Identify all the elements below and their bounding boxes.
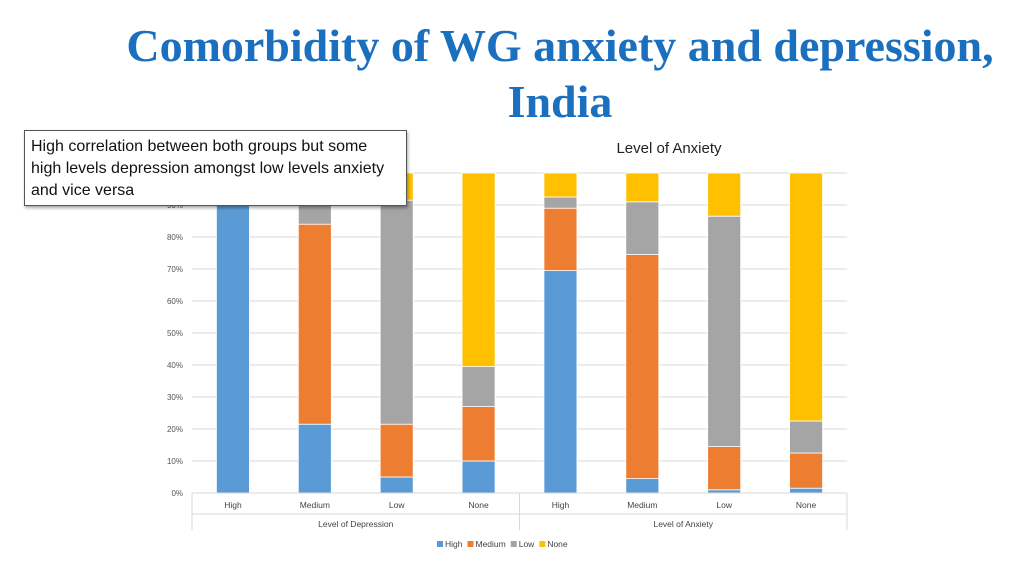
bar-segment-low <box>379 199 414 425</box>
bar-segment-none <box>707 172 742 217</box>
x-category-label: Low <box>716 500 732 510</box>
y-tick-label: 70% <box>167 265 183 274</box>
y-axis-ticks: 0%10%20%30%40%50%60%70%80%90%100% <box>163 169 183 498</box>
legend-label-high: High <box>445 539 463 549</box>
y-tick-label: 30% <box>167 393 183 402</box>
x-category-label: None <box>468 500 489 510</box>
x-group-label: Level of Depression <box>318 519 393 529</box>
y-tick-label: 10% <box>167 457 183 466</box>
bar-segment-none <box>789 172 823 422</box>
x-category-label: Medium <box>300 500 330 510</box>
bar-segment-medium <box>297 223 332 425</box>
x-category-label: High <box>224 500 242 510</box>
y-tick-label: 20% <box>167 425 183 434</box>
legend: High Medium Low None <box>437 539 568 549</box>
x-category-label: Medium <box>627 500 657 510</box>
bar-segment-high <box>379 476 414 494</box>
bar-segment-low <box>543 196 578 209</box>
bar-segment-low <box>461 366 496 408</box>
bar-segment-low <box>625 201 660 256</box>
legend-swatch-high <box>437 541 443 547</box>
y-tick-label: 0% <box>171 489 183 498</box>
bar-segment-none <box>461 172 496 368</box>
x-category-label: Low <box>389 500 405 510</box>
annotation-callout: High correlation between both groups but… <box>24 130 407 206</box>
bar-segment-none <box>543 172 578 198</box>
y-tick-label: 40% <box>167 361 183 370</box>
chart-title: Level of Anxiety <box>616 140 722 157</box>
bar-segment-high <box>543 270 578 494</box>
bar-segment-low <box>789 420 823 454</box>
legend-label-none: None <box>547 539 568 549</box>
bar-segment-high <box>625 478 660 494</box>
legend-label-medium: Medium <box>475 539 505 549</box>
bar-segment-medium <box>789 452 823 489</box>
x-category-label: None <box>796 500 817 510</box>
bar-segment-medium <box>707 446 742 491</box>
legend-label-low: Low <box>519 539 535 549</box>
y-tick-label: 80% <box>167 233 183 242</box>
bar-segment-medium <box>379 423 414 478</box>
legend-swatch-none <box>539 541 546 547</box>
bar-segment-none <box>625 172 660 203</box>
bar-segment-high <box>297 423 332 494</box>
y-tick-label: 50% <box>167 329 183 338</box>
grid-lines <box>192 172 847 494</box>
bar-segment-high <box>461 460 496 494</box>
legend-swatch-low <box>510 541 517 547</box>
slide-title: Comorbidity of WG anxiety and depression… <box>126 20 994 127</box>
bars <box>216 172 823 494</box>
bar-segment-high <box>789 487 823 494</box>
y-tick-label: 60% <box>167 297 183 306</box>
bar-segment-medium <box>461 406 496 462</box>
bar-segment-medium <box>625 254 660 480</box>
bar-segment-low <box>707 215 742 447</box>
x-category-label: High <box>552 500 570 510</box>
x-axis: High Medium Low None High Medium Low None Level … <box>191 492 848 530</box>
bar-segment-medium <box>543 207 578 271</box>
bar-segment-high <box>216 172 250 494</box>
legend-swatch-medium <box>467 541 474 547</box>
x-group-label: Level of Anxiety <box>653 519 713 529</box>
